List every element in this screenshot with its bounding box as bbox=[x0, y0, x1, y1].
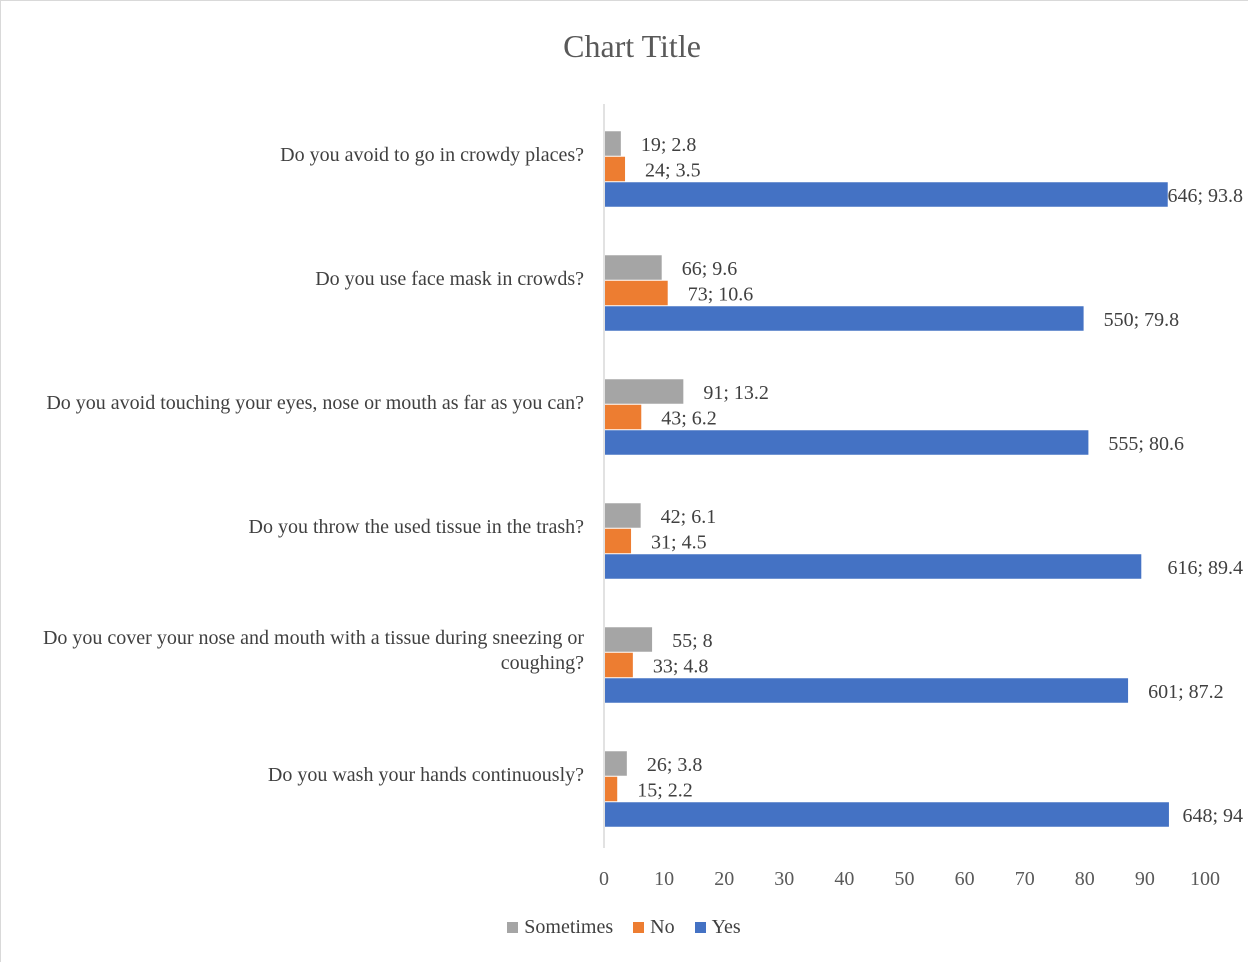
category-label: Do you avoid to go in crowdy places? bbox=[280, 143, 584, 166]
data-label: 31; 4.5 bbox=[651, 531, 707, 553]
data-label: 24; 3.5 bbox=[645, 159, 701, 181]
x-tick-label: 0 bbox=[599, 868, 609, 890]
data-label: 42; 6.1 bbox=[661, 506, 717, 528]
x-tick-label: 30 bbox=[774, 868, 794, 890]
x-tick-label: 10 bbox=[654, 868, 674, 890]
bar-yes bbox=[605, 182, 1168, 207]
category-label: Do you avoid touching your eyes, nose or… bbox=[46, 391, 584, 414]
legend-label: Yes bbox=[711, 916, 741, 938]
bar-no bbox=[605, 280, 668, 306]
legend-swatch bbox=[507, 922, 519, 933]
bar-yes bbox=[605, 802, 1169, 827]
bar-yes bbox=[605, 430, 1089, 455]
x-tick-label: 50 bbox=[895, 868, 915, 890]
category-label: Do you cover your nose and mouth with a … bbox=[42, 627, 584, 674]
legend-swatch bbox=[694, 922, 706, 933]
data-label: 601; 87.2 bbox=[1148, 681, 1224, 703]
data-label: 43; 6.2 bbox=[661, 407, 717, 429]
chart-title: Chart Title bbox=[563, 28, 701, 64]
data-label: 19; 2.8 bbox=[641, 134, 697, 156]
bar-no bbox=[605, 652, 633, 678]
data-label: 55; 8 bbox=[672, 630, 713, 652]
x-tick-label: 100 bbox=[1190, 868, 1220, 890]
x-tick-label: 40 bbox=[834, 868, 854, 890]
category-label: Do you throw the used tissue in the tras… bbox=[248, 515, 585, 538]
bar-no bbox=[605, 528, 632, 554]
bar-yes bbox=[605, 678, 1129, 703]
legend-item-yes: Yes bbox=[694, 916, 741, 939]
x-tick-label: 70 bbox=[1015, 868, 1035, 890]
bar-sometimes bbox=[605, 131, 621, 156]
data-label: 550; 79.8 bbox=[1104, 309, 1180, 331]
x-tick-label: 60 bbox=[955, 868, 975, 890]
legend-item-sometimes: Sometimes bbox=[507, 916, 613, 939]
x-tick-label: 80 bbox=[1075, 868, 1095, 890]
data-label: 646; 93.8 bbox=[1167, 185, 1243, 207]
bar-sometimes bbox=[605, 503, 641, 528]
bar-sometimes bbox=[605, 379, 684, 404]
data-label: 91; 13.2 bbox=[703, 382, 769, 404]
data-label: 15; 2.2 bbox=[637, 779, 693, 801]
bar-sometimes bbox=[605, 627, 653, 652]
legend-label: Sometimes bbox=[524, 916, 614, 938]
data-label: 73; 10.6 bbox=[688, 283, 754, 305]
x-tick-label: 90 bbox=[1135, 868, 1155, 890]
data-label: 616; 89.4 bbox=[1167, 557, 1243, 579]
legend-swatch bbox=[633, 922, 645, 933]
legend: Sometimes No Yes bbox=[0, 916, 1248, 939]
data-label: 66; 9.6 bbox=[682, 258, 738, 280]
data-label: 26; 3.8 bbox=[647, 754, 703, 776]
x-tick-label: 20 bbox=[714, 868, 734, 890]
bar-yes bbox=[605, 306, 1084, 331]
category-label: Do you use face mask in crowds? bbox=[315, 267, 584, 290]
bar-sometimes bbox=[605, 255, 662, 280]
category-label: Do you wash your hands continuously? bbox=[267, 763, 584, 786]
bar-no bbox=[605, 156, 626, 182]
data-label: 555; 80.6 bbox=[1108, 433, 1184, 455]
data-label: 33; 4.8 bbox=[653, 655, 709, 677]
bar-no bbox=[605, 776, 618, 802]
bar-no bbox=[605, 404, 642, 430]
legend-item-no: No bbox=[633, 916, 675, 939]
legend-label: No bbox=[650, 916, 675, 938]
bar-sometimes bbox=[605, 751, 627, 776]
data-label: 648; 94 bbox=[1182, 805, 1243, 827]
bar-yes bbox=[605, 554, 1142, 579]
